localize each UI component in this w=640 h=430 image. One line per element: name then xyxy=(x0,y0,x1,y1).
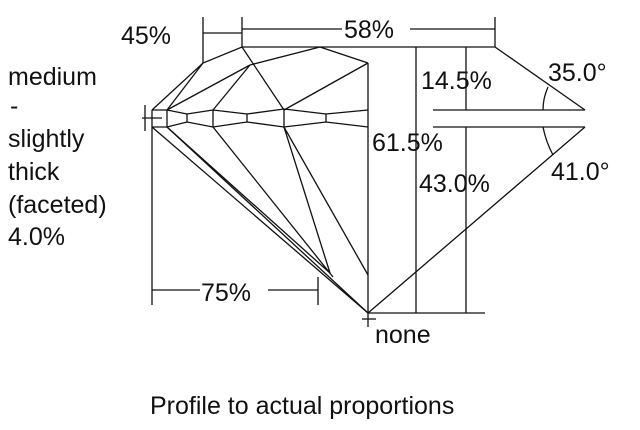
girdle-line: slightly xyxy=(8,125,85,153)
label-35-angle: 35.0° xyxy=(548,59,607,87)
label-43-0: 43.0% xyxy=(419,170,490,198)
girdle-line: - xyxy=(10,92,18,120)
label-45: 45% xyxy=(121,22,171,50)
caption: Profile to actual proportions xyxy=(150,392,454,420)
girdle-line: 4.0% xyxy=(8,223,65,251)
diamond-outline xyxy=(151,46,586,314)
dimension-labels: 45% 58% 14.5% 35.0° 61.5% 43.0% 41.0° 75… xyxy=(121,14,610,349)
label-58: 58% xyxy=(344,16,394,44)
label-41-angle: 41.0° xyxy=(551,158,610,186)
label-75: 75% xyxy=(201,279,251,307)
label-14-5: 14.5% xyxy=(421,67,492,95)
label-culet: none xyxy=(375,321,431,349)
label-61-5: 61.5% xyxy=(372,129,443,157)
girdle-label: medium - slightly thick (faceted) 4.0% xyxy=(8,63,107,251)
girdle-line: (faceted) xyxy=(8,191,107,219)
girdle-line: medium xyxy=(8,63,97,91)
girdle-line: thick xyxy=(8,158,60,186)
